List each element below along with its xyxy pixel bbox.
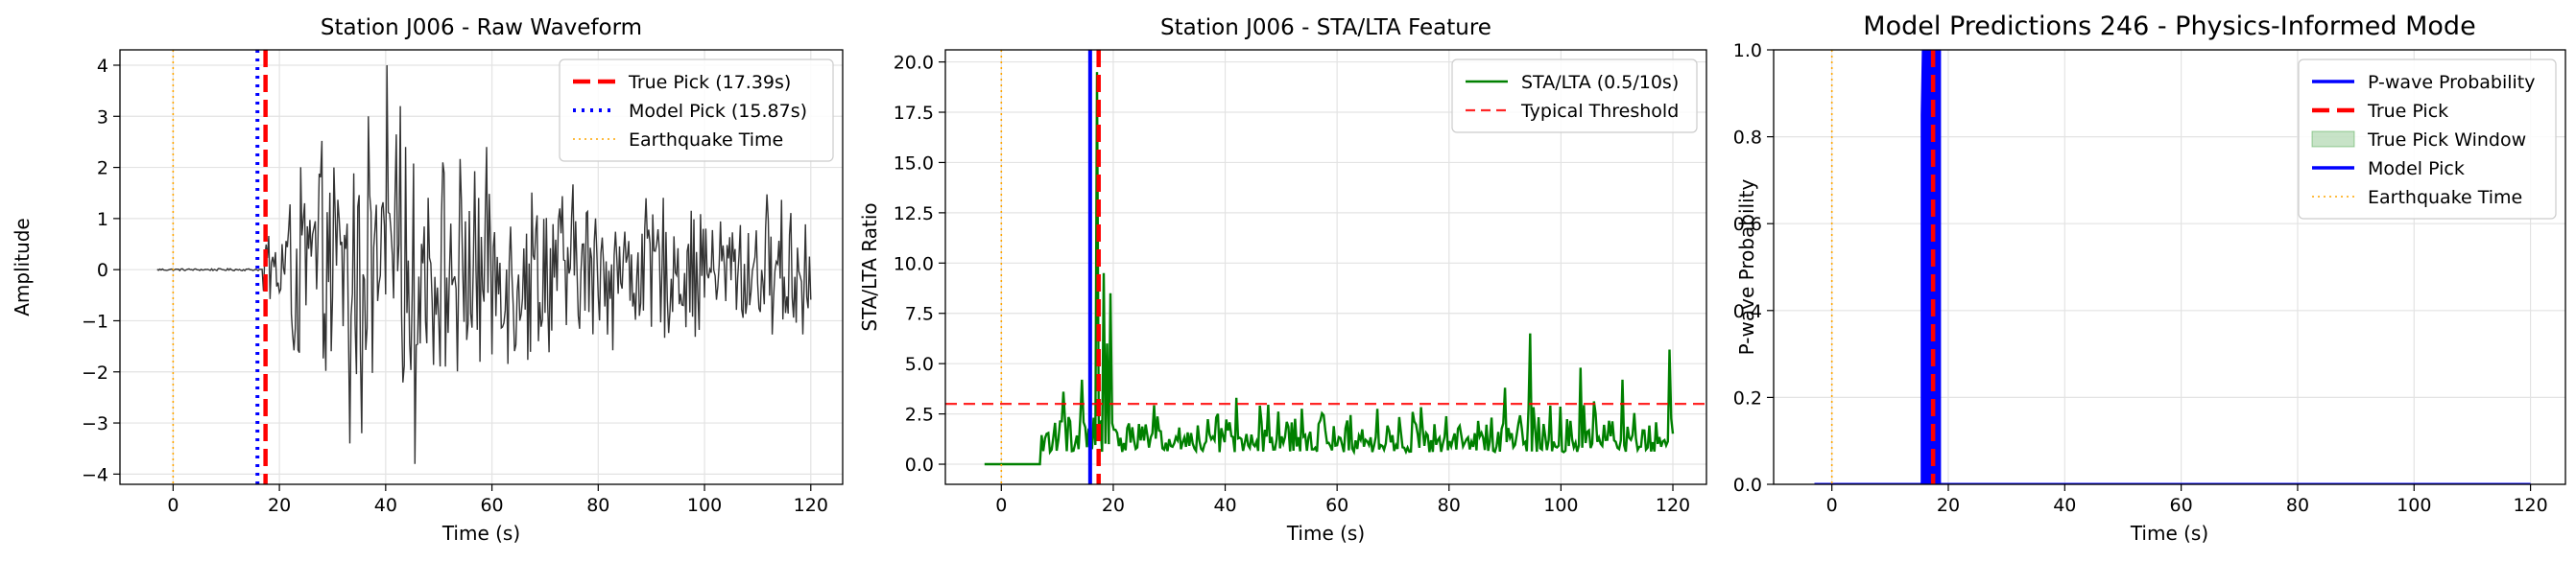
y-tick-label: 0.2	[1733, 387, 1762, 409]
chart-title: Model Predictions 246 - Physics-Informed…	[1863, 12, 2475, 41]
y-tick-label: 0.0	[905, 455, 934, 476]
x-tick-label: 80	[2286, 495, 2309, 516]
chart-panel-3: 0 20 40 60 80 100 120 0.0 0.2 0.4 0.6 0.8 1.0 Model P…	[1733, 12, 2566, 545]
legend-label: True Pick (17.39s)	[628, 72, 791, 93]
legend-handle	[2311, 130, 2355, 148]
y-tick-label: 2.5	[905, 405, 934, 426]
legend-box	[1451, 59, 1698, 133]
x-tick-label: 60	[480, 495, 503, 516]
x-tick-label: 100	[687, 495, 722, 516]
y-tick-label: 5.0	[905, 354, 934, 375]
y-tick-label: −1	[82, 311, 108, 332]
y-axis-label: Amplitude	[11, 218, 34, 316]
x-tick-label: 120	[1656, 495, 1690, 516]
y-tick-label: 1.0	[1733, 40, 1762, 61]
x-tick-label: 120	[2513, 495, 2547, 516]
plot-area	[1814, 50, 2531, 484]
x-tick-label: 80	[1438, 495, 1461, 516]
axes-frame	[1773, 49, 2566, 485]
legend-label: STA/LTA (0.5/10s)	[1521, 72, 1679, 93]
legend-label: Model Pick (15.87s)	[629, 101, 807, 122]
y-tick-label: 0.0	[1733, 475, 1762, 496]
x-axis-label: Time (s)	[2130, 522, 2208, 545]
x-tick-label: 80	[586, 495, 609, 516]
axes-frame	[119, 49, 844, 485]
y-tick-label: 3	[97, 106, 108, 128]
x-tick-label: 0	[995, 495, 1007, 516]
y-tick-label: −3	[82, 413, 108, 434]
x-tick-label: 100	[2397, 495, 2431, 516]
legend-box	[559, 59, 834, 162]
x-tick-label: 0	[1826, 495, 1838, 516]
legend-label: Typical Threshold	[1520, 101, 1679, 122]
y-tick-label: 17.5	[894, 103, 934, 124]
y-tick-label: 20.0	[894, 53, 934, 74]
x-axis-label: Time (s)	[1286, 522, 1365, 545]
legend-label: Model Pick	[2368, 158, 2465, 179]
y-tick-label: 0.6	[1733, 214, 1762, 235]
x-tick-label: 0	[167, 495, 179, 516]
y-tick-label: 0.4	[1733, 301, 1762, 322]
y-tick-label: 15.0	[894, 152, 934, 174]
y-tick-label: 4	[97, 56, 108, 77]
legend-label: Earthquake Time	[629, 129, 783, 151]
y-tick-label: 1	[97, 209, 108, 230]
x-tick-label: 60	[1325, 495, 1348, 516]
y-tick-label: 0.8	[1733, 128, 1762, 149]
chart-title: Station J006 - Raw Waveform	[321, 15, 642, 40]
legend-label: Earthquake Time	[2368, 187, 2522, 208]
legend-box	[2298, 59, 2557, 220]
chart-panel-2: 0 20 40 60 80 100 120 0.0 2.5 5.0 7.5 10.0 12.5 15.0 1…	[858, 15, 1707, 545]
chart-panel-1: 0 20 40 60 80 100 120 −4 −3 −2 −1 0 1 2 3 4 Station J006…	[11, 15, 844, 545]
y-tick-label: 10.0	[894, 253, 934, 274]
x-tick-label: 60	[2170, 495, 2193, 516]
plot-area	[945, 50, 1706, 484]
y-tick-label: 0	[97, 260, 108, 281]
y-tick-label: −2	[82, 363, 108, 384]
y-tick-label: 7.5	[905, 304, 934, 325]
legend: True Pick (17.39s) Model Pick (15.87s) Ear…	[559, 59, 834, 162]
x-tick-label: 20	[268, 495, 291, 516]
x-tick-label: 20	[1937, 495, 1960, 516]
x-tick-label: 40	[1213, 495, 1236, 516]
x-tick-label: 120	[794, 495, 828, 516]
y-tick-label: −4	[82, 464, 108, 485]
legend: P-wave Probability True Pick True Pick Win…	[2298, 59, 2557, 220]
legend-label: P-wave Probability	[2368, 72, 2536, 93]
x-axis-label: Time (s)	[441, 522, 520, 545]
legend: STA/LTA (0.5/10s) Typical Threshold	[1451, 59, 1698, 133]
y-tick-label: 2	[97, 158, 108, 179]
y-axis-label: P-wave Probability	[1735, 179, 1758, 356]
x-tick-label: 20	[1102, 495, 1125, 516]
stalta-line	[984, 72, 1675, 466]
x-tick-label: 40	[2053, 495, 2076, 516]
x-tick-label: 100	[1543, 495, 1578, 516]
chart-title: Station J006 - STA/LTA Feature	[1160, 15, 1491, 40]
axes-frame	[944, 49, 1707, 485]
plot-area	[156, 50, 812, 484]
x-tick-label: 40	[374, 495, 397, 516]
y-tick-label: 12.5	[894, 203, 934, 224]
legend-label: True Pick	[2367, 101, 2448, 122]
waveform-line	[156, 64, 812, 464]
legend-label: True Pick Window	[2367, 129, 2526, 151]
y-axis-label: STA/LTA Ratio	[858, 202, 881, 331]
